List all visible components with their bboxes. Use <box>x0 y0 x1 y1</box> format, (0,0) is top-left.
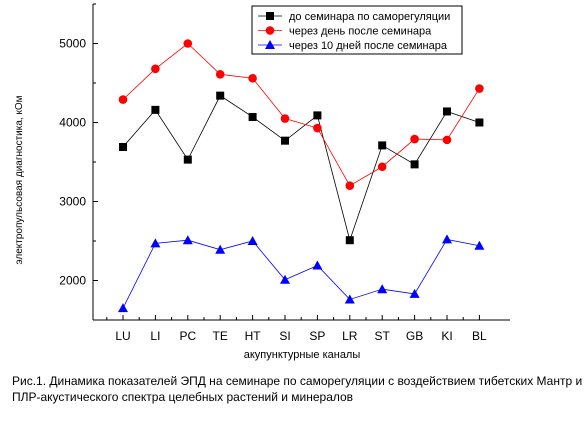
x-tick-label-pc: PC <box>179 329 196 343</box>
series-2-point <box>248 73 257 83</box>
legend-label: через 10 дней после семинара <box>289 40 448 52</box>
series-3-point <box>150 238 161 248</box>
series-3-point <box>442 234 452 244</box>
series-1-point <box>183 155 192 164</box>
x-tick-label-bl: BL <box>472 329 487 343</box>
chart-legend: до семинара по саморегуляции через день п… <box>251 5 463 55</box>
series-3-point <box>377 284 388 294</box>
series-2-point <box>410 134 419 144</box>
series-3-point <box>280 274 290 284</box>
series-2-line <box>122 42 480 187</box>
series-1-point <box>475 118 484 127</box>
series-3-point <box>312 260 323 270</box>
series-3-point <box>344 294 355 304</box>
series-1-point <box>281 136 289 145</box>
x-tick-label-gb: GB <box>406 329 423 343</box>
series-2-point <box>377 162 387 172</box>
y-tick-label: 2000 <box>59 274 86 288</box>
x-tick-label-li: LI <box>150 329 160 343</box>
series-1-point <box>216 91 225 100</box>
x-axis-label: акупунктурные каналы <box>244 349 361 361</box>
series-2-point <box>442 135 452 145</box>
series-2 <box>118 39 484 190</box>
series-2-point <box>313 123 322 133</box>
series-2-point <box>151 64 160 74</box>
x-tick-label-sp: SP <box>309 329 325 343</box>
x-tick-label-ht: HT <box>245 329 262 343</box>
series-2-point <box>280 114 290 123</box>
series-2-point <box>215 70 225 79</box>
series-1-point <box>378 141 387 150</box>
series-3-point <box>474 240 485 250</box>
series-1 <box>119 91 484 245</box>
legend-box <box>251 5 463 55</box>
legend-item-1: до семинара по саморегуляции <box>258 11 450 23</box>
series-3 <box>118 234 485 313</box>
x-tick-label-lu: LU <box>115 329 130 343</box>
chart-ticks: 2000 3000 4000 5000 LU LI PC TE HT SI SP LR ST GB KI BL <box>59 3 487 343</box>
legend-marker-icon <box>265 26 275 35</box>
chart-series-layer <box>118 39 485 313</box>
legend-item-3: через 10 дней после семинара <box>258 40 448 52</box>
series-2-point <box>475 84 484 93</box>
series-1-point <box>443 107 451 116</box>
series-2-point <box>345 181 355 190</box>
series-3-point <box>118 303 128 313</box>
series-3-point <box>215 244 226 254</box>
series-1-point <box>345 236 354 245</box>
series-3-point <box>409 288 420 298</box>
y-axis-label: электропульсовая диагностика, кОм <box>14 95 25 264</box>
x-tick-label-st: ST <box>375 329 391 343</box>
y-tick-label: 3000 <box>59 195 86 209</box>
y-tick-label: 5000 <box>59 37 86 51</box>
series-1-point <box>151 105 160 114</box>
legend-label: через день после семинара <box>289 26 432 38</box>
legend-marker-icon <box>266 12 274 20</box>
series-1-line <box>122 95 480 242</box>
series-1-point <box>410 160 419 169</box>
legend-label: до семинара по саморегуляции <box>289 11 450 23</box>
series-1-point <box>248 112 257 121</box>
x-tick-label-te: TE <box>213 329 228 343</box>
figure-caption: Рис.1. Динамика показателей ЭПД на семин… <box>12 374 583 404</box>
line-chart: 2000 3000 4000 5000 LU LI PC TE HT SI SP LR ST GB KI BL… <box>14 3 510 361</box>
legend-item-2: через день после семинара <box>258 26 432 38</box>
legend-marker-icon <box>265 40 275 49</box>
x-tick-label-si: SI <box>279 329 290 343</box>
series-1-point <box>119 142 127 151</box>
series-2-point <box>183 39 193 48</box>
series-2-point <box>118 95 128 104</box>
x-tick-label-lr: LR <box>342 329 358 343</box>
x-tick-label-ki: KI <box>441 329 452 343</box>
series-3-line <box>122 238 480 309</box>
series-3-point <box>247 236 258 245</box>
y-tick-label: 4000 <box>59 116 86 130</box>
series-1-point <box>313 111 322 120</box>
series-3-point <box>182 235 193 245</box>
